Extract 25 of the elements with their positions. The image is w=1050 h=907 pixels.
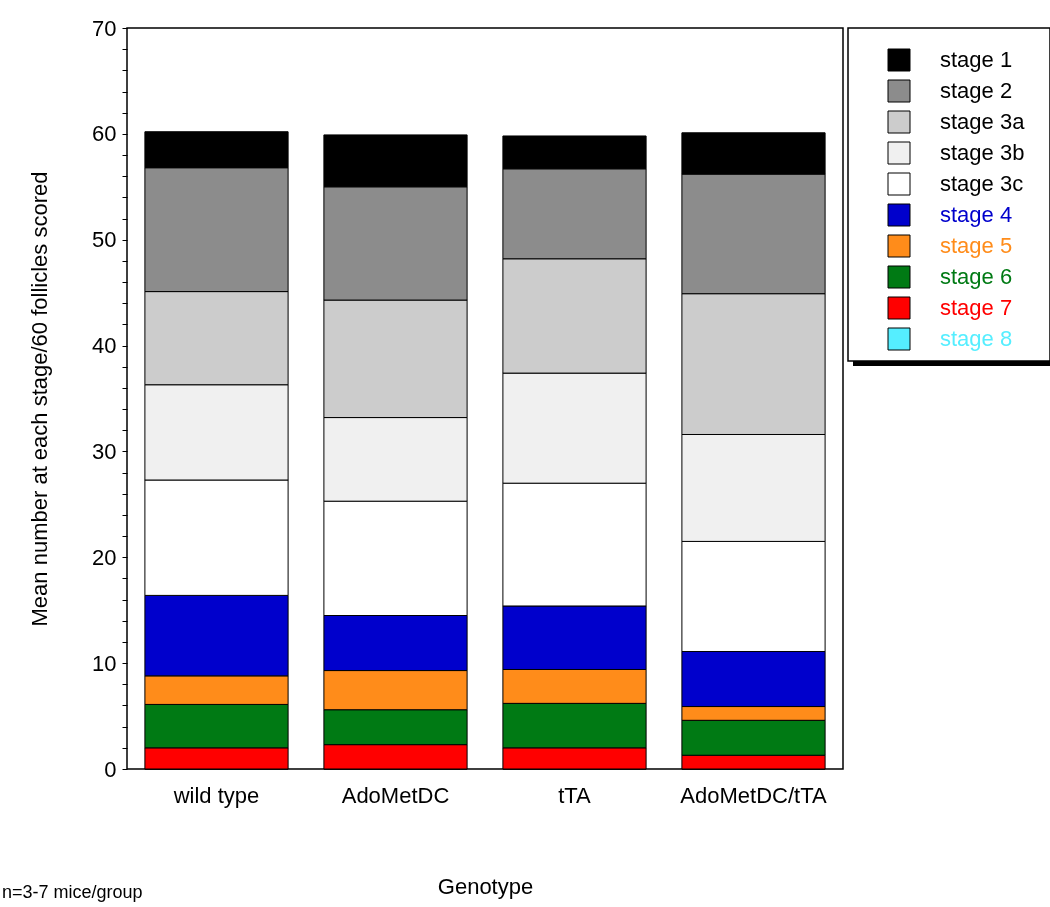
y-tick-label: 50 xyxy=(92,227,117,253)
y-tick-label: 20 xyxy=(92,544,117,570)
legend-label: stage 1 xyxy=(940,47,1013,72)
x-tick-label: AdoMetDC xyxy=(341,782,450,808)
y-tick-label: 70 xyxy=(92,15,117,41)
x-tick-label: wild type xyxy=(172,782,260,808)
legend-label: stage 6 xyxy=(940,264,1013,289)
y-tick-label: 30 xyxy=(92,438,117,464)
legend-label: stage 3c xyxy=(940,171,1024,196)
y-tick-label: 40 xyxy=(92,333,117,359)
y-tick-label: 10 xyxy=(92,650,117,676)
legend-label: stage 3a xyxy=(940,109,1026,134)
y-tick-label: 0 xyxy=(104,756,117,782)
legend-label: stage 2 xyxy=(940,78,1013,103)
legend-label: stage 4 xyxy=(940,202,1013,227)
legend-label: stage 5 xyxy=(940,233,1013,258)
x-tick-label: AdoMetDC/tTA xyxy=(680,782,827,808)
y-axis-title: Mean number at each stage/60 follicles scored xyxy=(27,171,53,627)
legend-label: stage 3b xyxy=(940,140,1025,165)
legend-label: stage 8 xyxy=(940,326,1013,351)
x-axis-title: Genotype xyxy=(437,873,534,899)
text: n=3-7 mice/group xyxy=(2,882,143,902)
x-tick-label: tTA xyxy=(558,782,592,808)
legend-label: stage 7 xyxy=(940,295,1013,320)
y-tick-label: 60 xyxy=(92,121,117,147)
